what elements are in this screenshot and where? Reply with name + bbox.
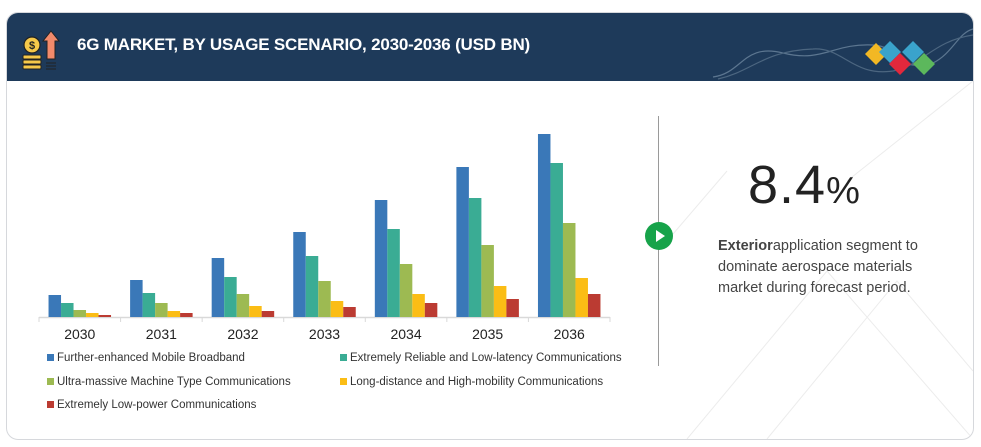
x-tick-label: 2034 — [390, 326, 421, 342]
bar — [73, 310, 87, 317]
legend-swatch — [340, 354, 347, 361]
bar-chart: 2030 2031 2032 2033 2034 2035 2036 — [38, 134, 611, 342]
bar — [330, 301, 344, 317]
play-icon[interactable] — [645, 222, 673, 250]
legend-item: Ultra-massive Machine Type Communication… — [47, 376, 291, 388]
bar — [481, 245, 494, 317]
x-tick-label: 2031 — [146, 326, 177, 342]
x-tick-label: 2035 — [472, 326, 503, 342]
bar — [575, 278, 588, 317]
legend-label: Ultra-massive Machine Type Communication… — [57, 376, 291, 388]
bar — [424, 303, 438, 317]
cagr-value: 8.4% — [748, 154, 861, 216]
bar — [493, 286, 507, 317]
legend-item: Extremely Low-power Communications — [47, 399, 256, 411]
legend-swatch — [340, 378, 347, 385]
highlight-text: application segment to dominate aerospac… — [718, 238, 918, 296]
bar — [412, 294, 425, 317]
bar — [305, 256, 319, 317]
x-tick-label: 2036 — [554, 326, 585, 342]
legend-label: Further-enhanced Mobile Broadband — [57, 352, 245, 364]
legend-item: Further-enhanced Mobile Broadband — [47, 352, 245, 364]
bar — [61, 303, 74, 317]
bar — [399, 264, 413, 317]
legend-label: Long-distance and High-mobility Communic… — [350, 376, 604, 388]
highlight-bold: Exterior — [718, 238, 773, 254]
bar — [318, 281, 331, 317]
chart-title: 6G MARKET, BY USAGE SCENARIO, 2030-2036 … — [77, 35, 530, 54]
bar — [130, 280, 143, 317]
legend-swatch — [47, 354, 54, 361]
bar — [343, 307, 356, 317]
x-tick-label: 2030 — [64, 326, 95, 342]
bar — [374, 200, 388, 317]
header-decoration — [712, 28, 973, 80]
bar — [211, 258, 225, 317]
bar — [293, 232, 306, 317]
legend-swatch — [47, 401, 54, 408]
bar — [155, 303, 168, 317]
legend-item: Long-distance and High-mobility Communic… — [340, 376, 603, 388]
x-tick-label: 2033 — [309, 326, 340, 342]
bar — [550, 163, 563, 317]
bar — [224, 277, 237, 317]
highlight-description: Exteriorapplication segment to dominate … — [718, 236, 958, 299]
bar — [468, 198, 482, 317]
bar — [249, 306, 262, 317]
bar — [562, 223, 576, 317]
coins-growth-icon: $ — [22, 30, 61, 70]
bar — [261, 311, 275, 317]
bar — [236, 294, 250, 317]
bar — [98, 315, 112, 317]
cagr-number: 8.4 — [748, 155, 827, 215]
cagr-unit: % — [826, 170, 861, 212]
legend-swatch — [47, 378, 54, 385]
bar — [142, 293, 156, 317]
bar — [387, 229, 400, 317]
bar — [180, 313, 193, 317]
bar — [537, 134, 551, 317]
background-pattern — [667, 81, 973, 439]
chart-card: $ 6G MARKET, BY USAGE SCENARIO, 2030-203… — [6, 12, 974, 440]
legend-label: Extremely Low-power Communications — [57, 399, 257, 411]
bar — [456, 167, 469, 317]
svg-text:$: $ — [29, 40, 35, 52]
legend-label: Extremely Reliable and Low-latency Commu… — [350, 352, 622, 364]
bar — [86, 313, 99, 317]
bar — [506, 299, 519, 317]
bar — [48, 295, 62, 317]
x-tick-label: 2032 — [227, 326, 258, 342]
header-bar: $ 6G MARKET, BY USAGE SCENARIO, 2030-203… — [7, 13, 973, 81]
bar — [167, 311, 181, 317]
bar — [587, 294, 601, 317]
legend-item: Extremely Reliable and Low-latency Commu… — [340, 352, 622, 364]
